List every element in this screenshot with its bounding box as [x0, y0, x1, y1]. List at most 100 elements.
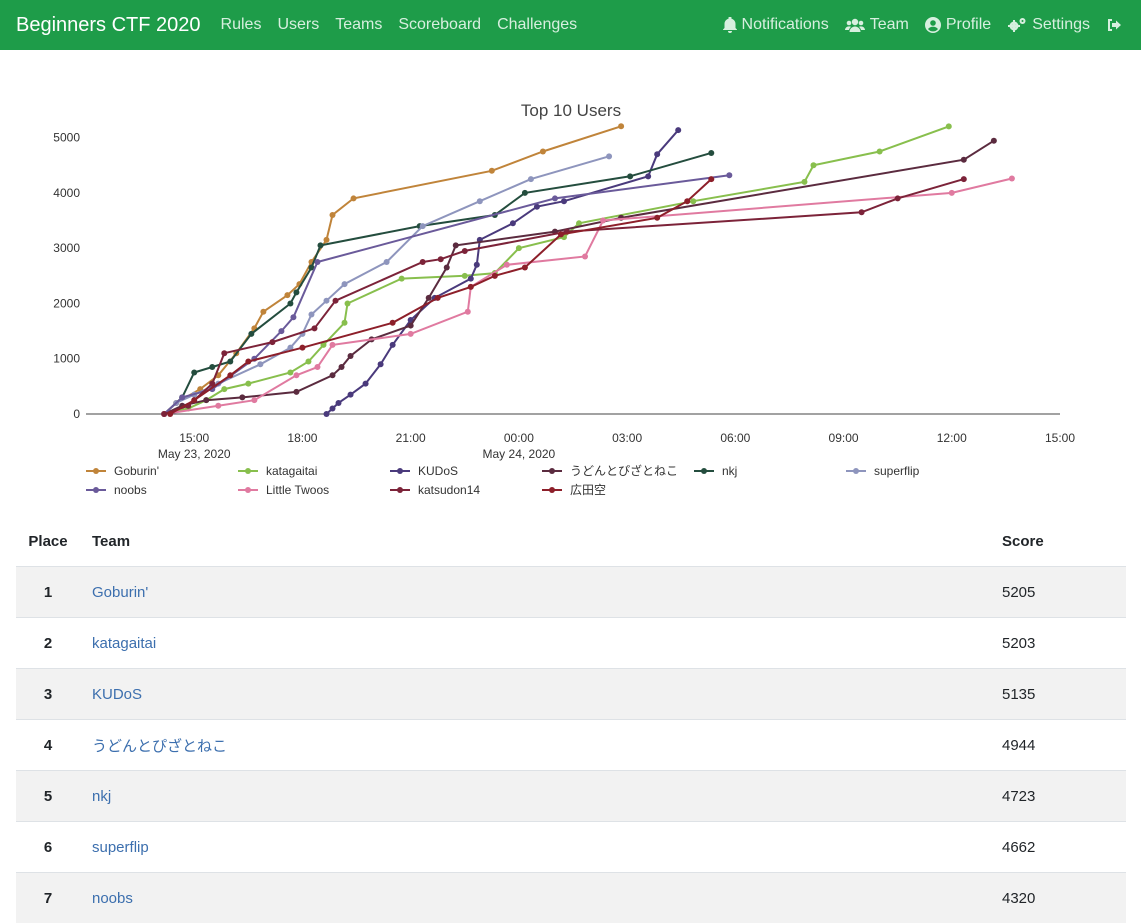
- row-score: 5135: [1001, 669, 1126, 720]
- team-link[interactable]: katagaitai: [92, 635, 156, 652]
- data-point: [384, 259, 390, 265]
- table-row: 4 うどんとぴざとねこ 4944: [16, 720, 1126, 771]
- legend-label: noobs: [114, 483, 147, 497]
- nav-profile-label: Profile: [946, 16, 991, 34]
- data-point: [991, 138, 997, 144]
- header-place: Place: [16, 516, 80, 567]
- data-point: [323, 298, 329, 304]
- data-point: [227, 358, 233, 364]
- team-link[interactable]: noobs: [92, 890, 133, 907]
- data-point: [420, 259, 426, 265]
- table-row: 1 Goburin' 5205: [16, 567, 1126, 618]
- table-row: 3 KUDoS 5135: [16, 669, 1126, 720]
- data-point: [654, 215, 660, 221]
- y-tick-label: 3000: [53, 241, 80, 255]
- data-point: [167, 411, 173, 417]
- legend-marker: [245, 468, 251, 474]
- team-link[interactable]: Goburin': [92, 584, 148, 601]
- data-point: [191, 370, 197, 376]
- nav-teams[interactable]: Teams: [335, 16, 382, 34]
- data-point: [540, 148, 546, 154]
- legend-marker: [397, 468, 403, 474]
- data-point: [708, 176, 714, 182]
- nav-scoreboard[interactable]: Scoreboard: [398, 16, 481, 34]
- data-point: [561, 198, 567, 204]
- sign-out-icon: [1106, 17, 1122, 33]
- table-row: 6 superflip 4662: [16, 822, 1126, 873]
- data-point: [191, 397, 197, 403]
- nav-notifications[interactable]: Notifications: [723, 16, 829, 34]
- nav-rules[interactable]: Rules: [221, 16, 262, 34]
- data-point: [810, 162, 816, 168]
- nav-settings-label: Settings: [1032, 16, 1090, 34]
- data-point: [961, 157, 967, 163]
- data-point: [606, 153, 612, 159]
- legend-label: superflip: [874, 464, 920, 478]
- data-point: [489, 168, 495, 174]
- data-point: [221, 350, 227, 356]
- data-point: [408, 331, 414, 337]
- data-point: [444, 265, 450, 271]
- data-point: [504, 262, 510, 268]
- data-point: [516, 245, 522, 251]
- nav-logout[interactable]: [1106, 17, 1127, 33]
- data-point: [399, 276, 405, 282]
- data-point: [203, 397, 209, 403]
- team-link[interactable]: nkj: [92, 788, 111, 805]
- data-point: [251, 397, 257, 403]
- data-point: [390, 320, 396, 326]
- data-point: [336, 400, 342, 406]
- y-tick-label: 1000: [53, 352, 80, 366]
- y-tick-label: 5000: [53, 131, 80, 145]
- legend-marker: [549, 468, 555, 474]
- data-point: [654, 151, 660, 157]
- data-point: [339, 364, 345, 370]
- nav-right-group: Notifications Team Profile Settings: [707, 16, 1127, 34]
- nav-settings[interactable]: Settings: [1007, 16, 1090, 34]
- legend-label: Little Twoos: [266, 483, 329, 497]
- data-point: [305, 358, 311, 364]
- table-row: 7 noobs 4320: [16, 873, 1126, 923]
- data-point: [323, 411, 329, 417]
- data-point: [859, 209, 865, 215]
- row-place: 3: [16, 669, 80, 720]
- series-line: [164, 126, 949, 414]
- team-link[interactable]: KUDoS: [92, 686, 142, 703]
- data-point: [330, 405, 336, 411]
- navbar: Beginners CTF 2020 Rules Users Teams Sco…: [0, 0, 1141, 50]
- x-tick-label: 21:00: [396, 431, 426, 445]
- data-point: [582, 253, 588, 259]
- data-point: [492, 273, 498, 279]
- data-point: [221, 386, 227, 392]
- x-tick-sublabel: May 24, 2020: [483, 447, 556, 461]
- data-point: [877, 148, 883, 154]
- data-point: [462, 248, 468, 254]
- scoreboard-table: Place Team Score 1 Goburin' 5205 2 katag…: [16, 516, 1126, 923]
- nav-challenges[interactable]: Challenges: [497, 16, 577, 34]
- data-point: [342, 281, 348, 287]
- row-score: 4320: [1001, 873, 1126, 923]
- brand-title[interactable]: Beginners CTF 2020: [16, 14, 201, 37]
- user-circle-icon: [925, 17, 941, 33]
- row-place: 5: [16, 771, 80, 822]
- data-point: [1009, 176, 1015, 182]
- nav-team-label: Team: [870, 16, 909, 34]
- data-point: [342, 320, 348, 326]
- header-team: Team: [80, 516, 1001, 567]
- team-link[interactable]: うどんとぴざとねこ: [92, 738, 227, 755]
- legend-label: うどんとぴざとねこ: [570, 463, 678, 478]
- data-point: [558, 231, 564, 237]
- data-point: [290, 314, 296, 320]
- table-row: 2 katagaitai 5203: [16, 618, 1126, 669]
- nav-profile[interactable]: Profile: [925, 16, 991, 34]
- data-point: [690, 198, 696, 204]
- data-point: [314, 259, 320, 265]
- nav-team[interactable]: Team: [845, 16, 909, 34]
- data-point: [645, 173, 651, 179]
- team-link[interactable]: superflip: [92, 839, 149, 856]
- nav-users[interactable]: Users: [277, 16, 319, 34]
- legend-label: katagaitai: [266, 464, 317, 478]
- data-point: [257, 361, 263, 367]
- x-tick-label: 06:00: [720, 431, 750, 445]
